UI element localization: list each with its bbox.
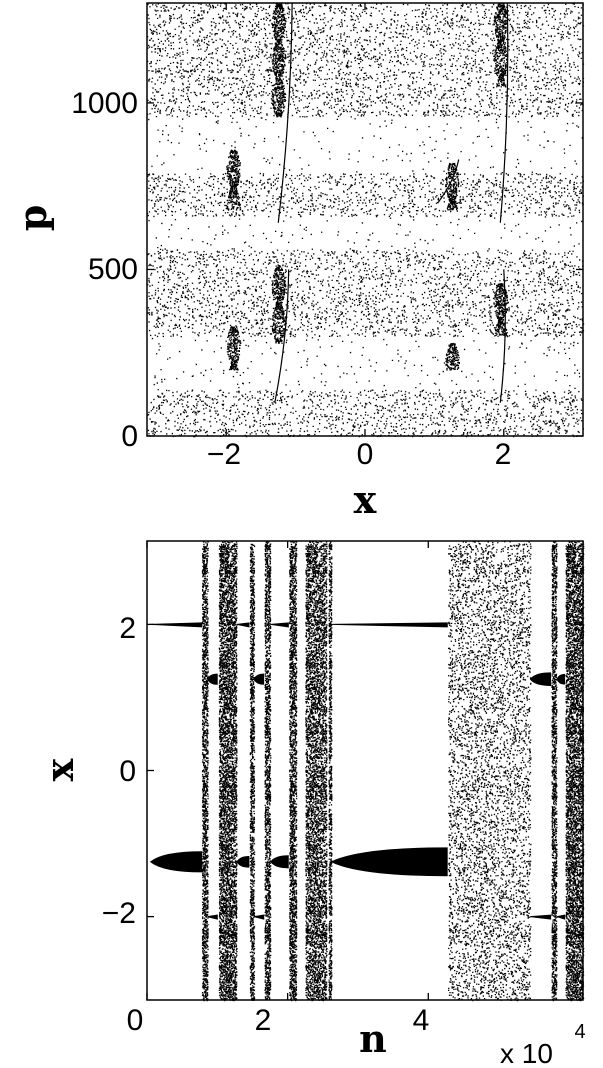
invariant-curve-0 xyxy=(277,2,293,223)
time-series-panel: 0 2 4 −2 0 2 n x x 10 4 xyxy=(37,540,586,1068)
phase-space-point-cloud xyxy=(147,3,585,438)
regular-segment-4 xyxy=(236,622,250,628)
island-2 xyxy=(226,149,242,211)
x-multiplier-exponent: 4 xyxy=(574,1021,585,1043)
p2-xtick-label-0: 0 xyxy=(127,1004,144,1037)
regular-segment-3 xyxy=(207,914,218,920)
regular-segment-6 xyxy=(253,673,265,685)
invariant-curve-1 xyxy=(274,269,290,403)
island-3 xyxy=(226,326,242,371)
p2-ylabel: x xyxy=(37,758,82,781)
p1-xtick-label-0: −2 xyxy=(207,438,241,471)
regular-segment-5 xyxy=(236,855,250,868)
regular-segment-0 xyxy=(150,622,203,628)
p2-xtick-label-1: 2 xyxy=(255,1004,272,1037)
invariant-curve-4 xyxy=(437,159,460,204)
island-5 xyxy=(445,342,460,371)
island-0 xyxy=(271,3,287,118)
phase-space-panel: −2 0 2 0 500 1000 x p xyxy=(10,2,585,522)
regular-segment-2 xyxy=(207,673,218,685)
regular-segment-15 xyxy=(556,914,566,920)
invariant-curve-3 xyxy=(499,269,506,403)
island-6 xyxy=(493,3,509,88)
p1-ytick-label-1: 500 xyxy=(88,253,138,286)
island-4 xyxy=(445,162,460,211)
ticks-top xyxy=(147,3,583,437)
regular-segment-11 xyxy=(330,847,448,877)
island-1 xyxy=(271,266,287,344)
p1-xlabel: x xyxy=(354,477,377,522)
time-series-points xyxy=(201,541,585,1002)
phase-space-islands xyxy=(226,3,509,371)
regular-segment-10 xyxy=(331,622,448,628)
regular-segment-12 xyxy=(529,672,552,687)
ticks-bottom xyxy=(146,541,583,1000)
phase-space-curves xyxy=(274,2,509,403)
p1-ytick-label-0: 0 xyxy=(121,420,138,453)
regular-segment-14 xyxy=(556,673,566,685)
invariant-curve-2 xyxy=(499,2,509,223)
x-multiplier: x 10 xyxy=(500,1038,553,1068)
p2-ytick-label-2: 2 xyxy=(119,612,136,645)
p2-ytick-label-1: 0 xyxy=(119,755,136,788)
regular-segment-9 xyxy=(270,855,289,869)
p1-xtick-label-1: 0 xyxy=(357,438,374,471)
p2-xtick-label-2: 4 xyxy=(413,1004,430,1037)
p1-ylabel: p xyxy=(10,205,55,232)
p2-xlabel: n xyxy=(359,1016,387,1061)
regular-segment-13 xyxy=(530,914,552,920)
regular-segment-8 xyxy=(270,622,289,628)
phase-space-points xyxy=(147,3,585,438)
time-series-point-cloud xyxy=(201,541,585,1002)
time-series-regular-segments xyxy=(149,622,566,920)
regular-segment-7 xyxy=(253,914,265,920)
regular-segment-1 xyxy=(149,851,203,873)
plot-area-top xyxy=(147,3,583,436)
p2-ytick-label-0: −2 xyxy=(102,897,136,930)
p1-ytick-label-2: 1000 xyxy=(71,87,138,120)
p1-xtick-label-2: 2 xyxy=(495,438,512,471)
